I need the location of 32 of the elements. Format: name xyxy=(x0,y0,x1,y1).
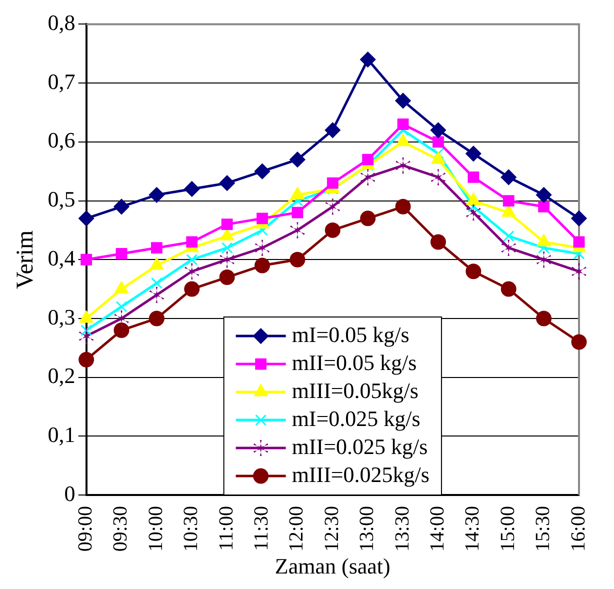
y-tick-label: 0 xyxy=(64,480,76,506)
y-tick-label: 0,2 xyxy=(48,363,76,388)
y-tick-label: 0,7 xyxy=(48,68,76,94)
x-tick-label: 11:30 xyxy=(250,506,273,551)
legend-label: mI=0.05 kg/s xyxy=(292,322,410,347)
legend-label: mII=0.05 kg/s xyxy=(292,350,417,375)
legend-label: mIII=0.025kg/s xyxy=(292,462,430,487)
x-tick-label: 09:00 xyxy=(74,506,97,552)
x-tick-label: 13:00 xyxy=(356,506,378,552)
legend-label: mI=0.025 kg/s xyxy=(292,406,420,431)
x-tick-label: 14:00 xyxy=(426,506,448,552)
x-tick-label: 16:00 xyxy=(567,506,590,552)
y-tick-label: 0,3 xyxy=(48,304,76,330)
x-tick-label: 10:00 xyxy=(144,506,167,552)
x-tick-label: 13:30 xyxy=(391,506,414,552)
x-tick-label: 15:30 xyxy=(532,506,554,552)
y-tick-label: 0,8 xyxy=(48,10,76,35)
x-tick-label: 12:30 xyxy=(320,506,343,552)
x-tick-label: 11:00 xyxy=(215,506,238,551)
x-tick-label: 15:00 xyxy=(496,506,519,552)
y-tick-label: 0,1 xyxy=(48,422,76,447)
x-tick-label: 14:30 xyxy=(462,506,484,552)
legend-label: mIII=0.05kg/s xyxy=(292,378,418,403)
x-tick-label: 12:00 xyxy=(286,506,308,552)
y-tick-label: 0,6 xyxy=(48,128,76,153)
x-axis-title: Zaman (saat) xyxy=(274,554,390,579)
y-axis-title: Verim xyxy=(12,230,39,289)
legend-label: mII=0.025 kg/s xyxy=(292,434,428,459)
x-tick-label: 09:30 xyxy=(110,506,132,552)
y-tick-label: 0,5 xyxy=(48,186,76,212)
y-tick-label: 0,4 xyxy=(48,245,76,270)
x-tick-label: 10:30 xyxy=(180,506,202,552)
